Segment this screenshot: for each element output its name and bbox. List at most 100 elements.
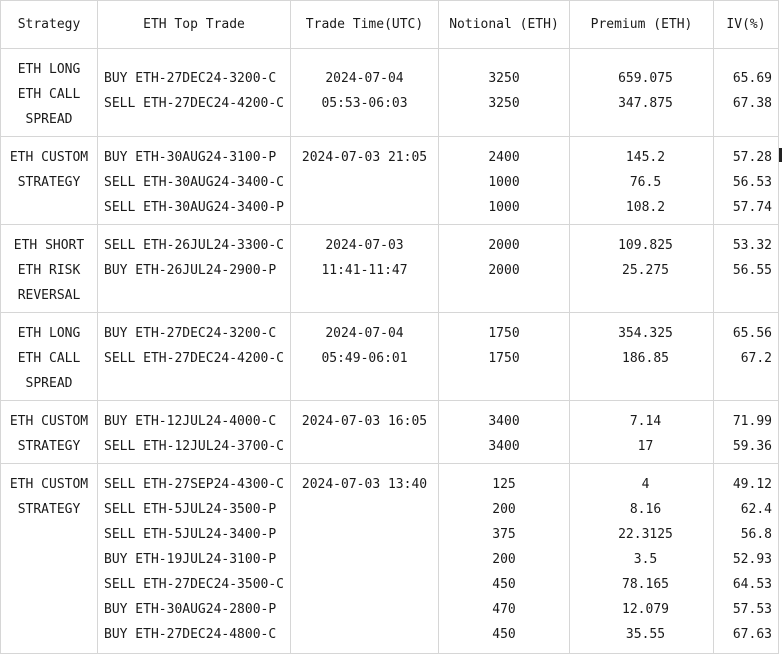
strategy-line: ETH CUSTOM [9, 414, 89, 429]
legs-line: BUY ETH-30AUG24-2800-P [104, 602, 277, 617]
legs-line: BUY ETH-27DEC24-3200-C [104, 326, 277, 341]
premium-line: 35.55 [625, 627, 666, 642]
strategy-line: SPREAD [25, 376, 73, 391]
notional-cell: 1750 1750 [438, 312, 570, 401]
notional-line: 3250 [488, 71, 520, 86]
notional-cell: 125 200 375 200 450 470 450 [438, 463, 570, 654]
premium-line: 108.2 [625, 200, 666, 215]
notional-line: 1750 [488, 351, 520, 366]
premium-line: 17 [637, 439, 654, 454]
notional-line: 3400 [488, 439, 520, 454]
premium-line: 347.875 [618, 96, 673, 111]
header-premium: Premium (ETH) [569, 0, 714, 49]
strategy-cell: ETH CUSTOM STRATEGY [0, 400, 98, 464]
premium-cell: 7.14 17 [569, 400, 714, 464]
table-row: ETH CUSTOM STRATEGY BUY ETH-30AUG24-3100-P… [0, 136, 779, 225]
iv-cell: 49.12 62.4 56.8 52.93 64.53 57.53 67.63 [713, 463, 779, 654]
strategy-line: STRATEGY [17, 439, 81, 454]
time-line: 05:49-06:01 [321, 351, 408, 366]
notional-line: 3400 [488, 414, 520, 429]
premium-line: 78.165 [622, 577, 669, 592]
premium-line: 76.5 [629, 175, 662, 190]
trade-time-cell: 2024-07-03 13:40 [290, 463, 439, 654]
notional-line: 2000 [488, 263, 520, 278]
trade-legs-cell: BUY ETH-30AUG24-3100-P SELL ETH-30AUG24-3… [97, 136, 291, 225]
iv-line: 64.53 [732, 577, 772, 592]
header-notional: Notional (ETH) [438, 0, 570, 49]
strategy-cell: ETH LONG ETH CALL SPREAD [0, 312, 98, 401]
legs-line: SELL ETH-27SEP24-4300-C [104, 477, 285, 492]
iv-cell: 57.28 56.53 57.74 [713, 136, 779, 225]
iv-line: 65.56 [732, 326, 772, 341]
trade-legs-cell: SELL ETH-26JUL24-3300-C BUY ETH-26JUL24-2… [97, 224, 291, 313]
strategy-line: ETH CUSTOM [9, 477, 89, 492]
notional-line: 125 [492, 477, 516, 492]
trade-time-cell: 2024-07-03 16:05 [290, 400, 439, 464]
table-row: ETH CUSTOM STRATEGY BUY ETH-12JUL24-4000-C… [0, 400, 779, 464]
premium-line: 109.825 [618, 238, 673, 253]
strategy-line: ETH CUSTOM [9, 150, 89, 165]
strategy-line: ETH CALL [17, 87, 81, 102]
legs-line: SELL ETH-26JUL24-3300-C [104, 238, 285, 253]
notional-line: 2000 [488, 238, 520, 253]
notional-line: 1000 [488, 200, 520, 215]
premium-cell: 4 8.16 22.3125 3.5 78.165 12.079 35.55 [569, 463, 714, 654]
iv-line: 56.8 [740, 527, 772, 542]
time-line: 11:41-11:47 [321, 263, 408, 278]
iv-line: 67.38 [732, 96, 772, 111]
premium-cell: 109.825 25.275 [569, 224, 714, 313]
trade-legs-cell: SELL ETH-27SEP24-4300-C SELL ETH-5JUL24-3… [97, 463, 291, 654]
strategy-cell: ETH SHORT ETH RISK REVERSAL [0, 224, 98, 313]
time-line: 05:53-06:03 [321, 96, 408, 111]
premium-line: 7.14 [629, 414, 662, 429]
iv-line: 56.53 [732, 175, 772, 190]
notional-line: 200 [492, 552, 516, 567]
table-row: ETH LONG ETH CALL SPREAD BUY ETH-27DEC24-32… [0, 312, 779, 401]
strategy-line: REVERSAL [17, 288, 81, 303]
strategy-cell: ETH CUSTOM STRATEGY [0, 136, 98, 225]
strategy-cell: ETH CUSTOM STRATEGY [0, 463, 98, 654]
legs-line: BUY ETH-19JUL24-3100-P [104, 552, 277, 567]
strategy-line: ETH LONG [17, 62, 81, 77]
time-line: 2024-07-03 13:40 [301, 477, 428, 492]
legs-line: BUY ETH-30AUG24-3100-P [104, 150, 277, 165]
table-row: ETH LONG ETH CALL SPREAD BUY ETH-27DEC24-32… [0, 48, 779, 137]
iv-line: 57.28 [732, 150, 772, 165]
legs-line: SELL ETH-30AUG24-3400-C [104, 175, 285, 190]
premium-line: 186.85 [622, 351, 669, 366]
table-header-row: Strategy ETH Top Trade Trade Time(UTC) N… [0, 0, 779, 49]
notional-cell: 2400 1000 1000 [438, 136, 570, 225]
iv-line: 57.53 [732, 602, 772, 617]
legs-line: SELL ETH-30AUG24-3400-P [104, 200, 285, 215]
notional-line: 3250 [488, 96, 520, 111]
trade-legs-cell: BUY ETH-12JUL24-4000-C SELL ETH-12JUL24-3… [97, 400, 291, 464]
time-line: 2024-07-04 [325, 71, 404, 86]
iv-line: 52.93 [732, 552, 772, 567]
strategy-line: STRATEGY [17, 175, 81, 190]
premium-line: 145.2 [625, 150, 666, 165]
notional-line: 450 [492, 627, 516, 642]
trade-legs-cell: BUY ETH-27DEC24-3200-C SELL ETH-27DEC24-4… [97, 312, 291, 401]
iv-cell: 65.69 67.38 [713, 48, 779, 137]
notional-cell: 2000 2000 [438, 224, 570, 313]
time-line: 2024-07-03 [325, 238, 404, 253]
legs-line: SELL ETH-5JUL24-3500-P [104, 502, 277, 517]
header-top-trade: ETH Top Trade [97, 0, 291, 49]
iv-line: 65.69 [732, 71, 772, 86]
legs-line: SELL ETH-27DEC24-4200-C [104, 351, 285, 366]
premium-line: 22.3125 [618, 527, 673, 542]
strategy-line: STRATEGY [17, 502, 81, 517]
iv-line: 62.4 [740, 502, 772, 517]
strategy-line: SPREAD [25, 112, 73, 127]
time-line: 2024-07-03 16:05 [301, 414, 428, 429]
notional-line: 200 [492, 502, 516, 517]
premium-line: 8.16 [629, 502, 662, 517]
table-row: ETH SHORT ETH RISK REVERSAL SELL ETH-26JUL2… [0, 224, 779, 313]
iv-cell: 71.99 59.36 [713, 400, 779, 464]
premium-line: 12.079 [622, 602, 669, 617]
notional-line: 450 [492, 577, 516, 592]
premium-line: 3.5 [633, 552, 658, 567]
legs-line: SELL ETH-12JUL24-3700-C [104, 439, 285, 454]
